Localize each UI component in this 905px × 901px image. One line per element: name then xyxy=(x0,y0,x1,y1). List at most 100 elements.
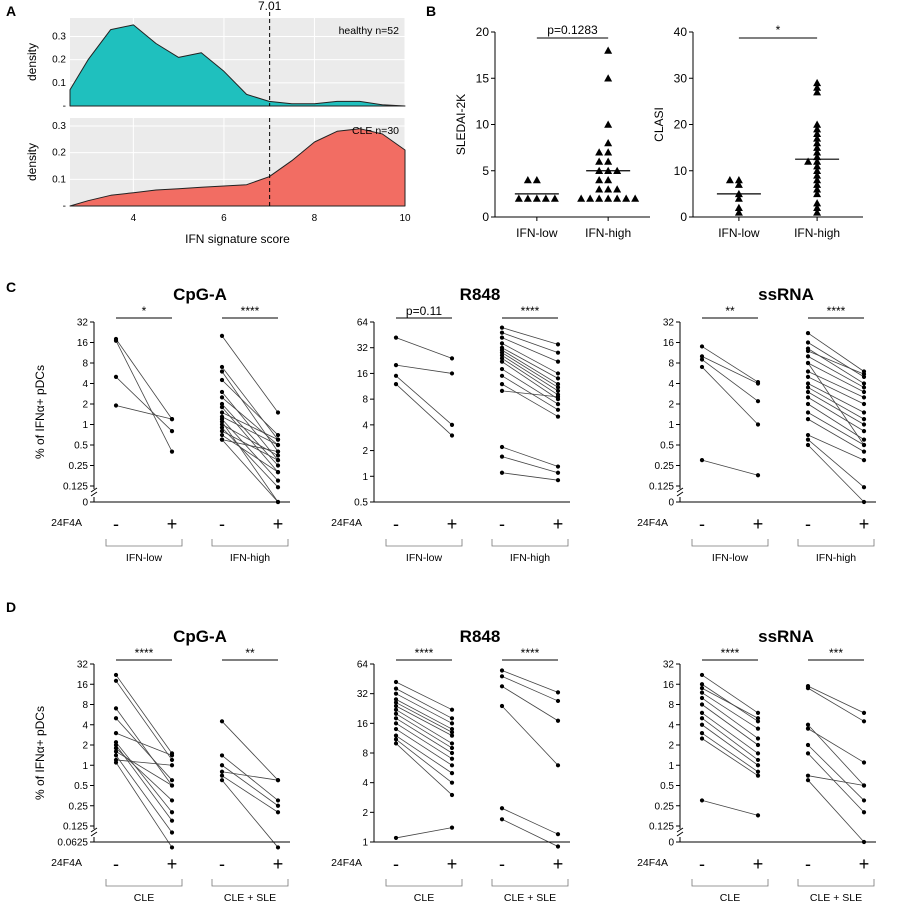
panel-c-paired: CpG-A 32 16 8 4 2 1 0.5 0.25 0.125 0 % of IFNα+ pDC… xyxy=(33,285,876,564)
minus-label: - xyxy=(393,854,399,874)
data-point xyxy=(219,389,225,395)
paired-line xyxy=(807,744,865,801)
data-point xyxy=(275,845,281,850)
data-point xyxy=(699,695,705,701)
data-point xyxy=(555,478,561,483)
data-point xyxy=(805,385,811,390)
data-point xyxy=(449,745,455,751)
plus-label: + xyxy=(859,854,870,874)
paired-line xyxy=(395,705,453,736)
data-point xyxy=(169,830,175,835)
data-point xyxy=(113,749,119,754)
chart-title: R848 xyxy=(460,285,501,304)
data-point xyxy=(755,399,761,404)
data-point xyxy=(805,354,811,359)
data-point xyxy=(861,389,867,395)
paired-line xyxy=(807,724,865,786)
density-area xyxy=(69,128,406,207)
paired-line xyxy=(395,337,453,359)
data-point xyxy=(755,763,761,768)
data-point xyxy=(805,410,811,415)
data-point xyxy=(861,381,867,386)
data-point xyxy=(604,74,613,82)
x-axis-label: IFN signature score xyxy=(185,232,290,246)
y-tick-label: 8 xyxy=(668,700,674,711)
plus-label: + xyxy=(447,854,458,874)
data-point xyxy=(861,719,867,724)
paired-line xyxy=(395,364,453,374)
data-point xyxy=(113,753,119,758)
y-tick-label: 4 xyxy=(362,778,368,789)
paired-line xyxy=(115,338,173,420)
data-point xyxy=(393,373,399,378)
data-point xyxy=(755,710,761,716)
y-tick-label: 32 xyxy=(357,343,369,354)
paired-line xyxy=(807,418,865,452)
data-point xyxy=(449,771,455,776)
data-point xyxy=(555,350,561,355)
minus-label: - xyxy=(699,514,705,534)
paired-line xyxy=(807,775,865,786)
y-tick-label: - xyxy=(63,201,66,212)
plus-label: + xyxy=(447,514,458,534)
data-point xyxy=(604,148,613,156)
y-tick-label: 0.25 xyxy=(69,461,89,472)
data-point xyxy=(604,157,613,165)
data-point xyxy=(113,716,119,721)
data-point xyxy=(113,706,119,711)
y-tick-label: 4 xyxy=(668,379,674,390)
paired-line xyxy=(115,405,173,420)
significance-label: p=0.1283 xyxy=(547,23,598,37)
y-tick-label: 0.5 xyxy=(354,498,368,509)
data-point xyxy=(499,388,505,393)
paired-line xyxy=(395,375,453,426)
paired-line xyxy=(501,368,559,405)
significance-label: *** xyxy=(829,646,843,660)
minus-label: - xyxy=(805,854,811,874)
y-tick-label: 0.2 xyxy=(52,148,66,159)
group-bracket xyxy=(797,539,875,547)
data-point xyxy=(861,810,867,815)
paired-line xyxy=(395,722,453,760)
group-bracket xyxy=(691,539,769,547)
y-tick-label: 0 xyxy=(668,838,674,849)
data-point xyxy=(805,401,811,407)
y-tick-label: 2 xyxy=(82,741,88,752)
y-tick-label: 2 xyxy=(668,400,674,411)
data-point xyxy=(555,394,561,399)
data-point xyxy=(555,359,561,364)
data-point xyxy=(499,335,505,340)
paired-line xyxy=(807,403,865,440)
data-point xyxy=(805,778,811,783)
paired-line xyxy=(221,771,279,781)
data-point xyxy=(813,152,822,161)
data-point xyxy=(499,684,505,689)
group-label: IFN-low xyxy=(406,552,443,564)
paired-line xyxy=(221,764,279,807)
data-point xyxy=(613,185,622,193)
data-point xyxy=(555,844,561,849)
paired-line xyxy=(501,390,559,398)
paired-line xyxy=(221,416,279,446)
y-tick-label: 32 xyxy=(663,318,675,329)
panel-a-density: 7.01 healthy n=52 0.3 0.2 0.1 - density CLE n=3… xyxy=(25,0,411,246)
density-title: CLE n=30 xyxy=(352,125,399,137)
significance-label: **** xyxy=(827,304,846,318)
y-tick-label: 10 xyxy=(476,118,490,132)
data-point xyxy=(555,470,561,475)
data-point xyxy=(734,208,743,216)
paired-line xyxy=(807,376,865,405)
data-point xyxy=(113,760,119,765)
data-point xyxy=(555,832,561,837)
paired-line xyxy=(501,361,559,400)
data-point xyxy=(755,473,761,478)
data-point xyxy=(113,731,119,736)
minus-label: - xyxy=(805,514,811,534)
data-point xyxy=(219,437,225,442)
group-label: CLE + SLE xyxy=(504,892,556,901)
data-point xyxy=(169,417,175,422)
data-point xyxy=(805,742,811,748)
data-point xyxy=(219,778,225,783)
density-area xyxy=(69,24,406,107)
data-point xyxy=(813,83,822,91)
